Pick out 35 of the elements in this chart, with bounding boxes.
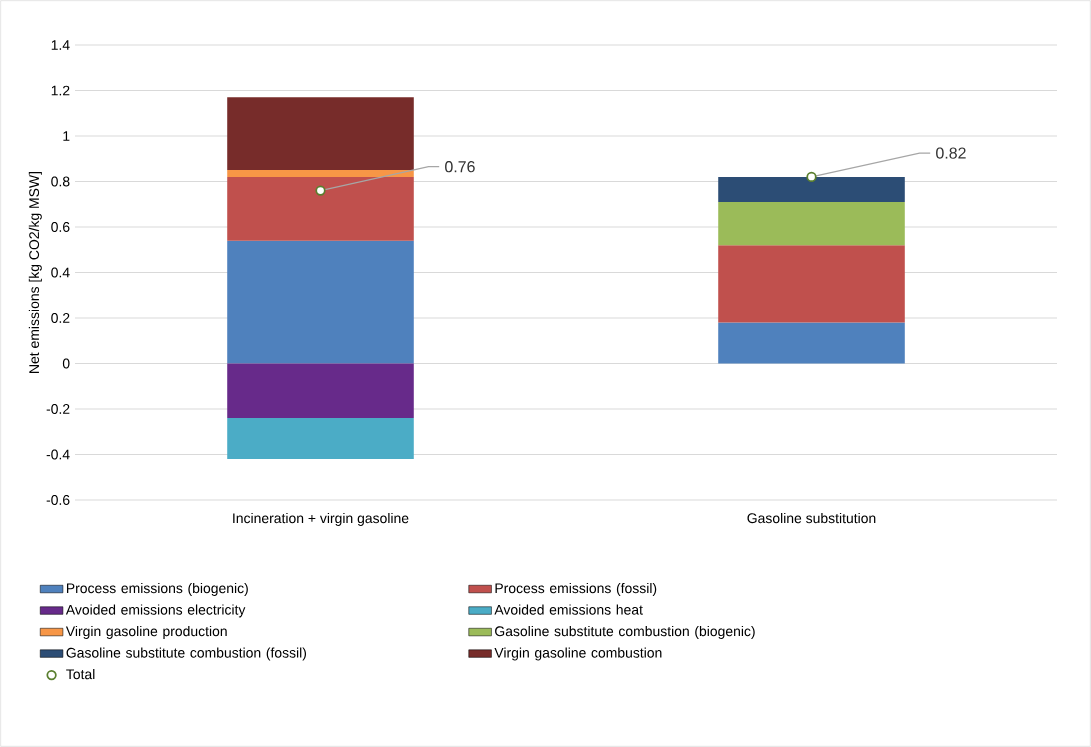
y-tick-label: 0.4: [51, 267, 70, 278]
y-tick-label: 0.2: [51, 313, 70, 323]
legend-label: Process emissions (biogenic): [66, 582, 248, 596]
legend-label: Total: [66, 668, 95, 680]
y-tick-label: 1.2: [51, 85, 70, 96]
y-tick-label: 1.4: [51, 40, 70, 50]
bar: [227, 363, 414, 419]
legend-label: Gasoline substitute combustion (biogenic): [495, 625, 755, 639]
bar: [718, 322, 905, 364]
legend-label: Virgin gasoline combustion: [494, 647, 662, 661]
y-tick-label: 0: [62, 358, 70, 369]
legend-label: Gasoline substitute combustion (fossil): [66, 647, 307, 661]
legend-label: Avoided emissions electricity: [65, 604, 246, 618]
y-axis-title: Net emissions [kg CO2/kg MSW]: [28, 171, 42, 373]
y-tick-label: -0.2: [46, 404, 70, 414]
y-tick-label: 0.8: [51, 176, 70, 187]
bar: [227, 170, 414, 177]
data-label: 0.82: [936, 147, 966, 159]
y-tick-label: 1: [63, 131, 70, 141]
data-label: 0.76: [445, 161, 475, 173]
bar: [227, 240, 414, 364]
bar: [718, 176, 905, 202]
bar: [718, 245, 905, 323]
x-tick-label: Gasoline substitution: [747, 512, 876, 524]
bar: [718, 201, 905, 246]
y-tick-label: 0.6: [51, 222, 70, 232]
bar: [227, 176, 414, 241]
legend-label: Avoided emissions heat: [494, 604, 643, 615]
legend-label: Virgin gasoline production: [65, 625, 227, 639]
legend-label: Process emissions (fossil): [495, 582, 657, 596]
bar: [227, 418, 414, 460]
y-tick-label: -0.4: [46, 449, 70, 460]
y-tick-label: -0.6: [46, 495, 70, 505]
x-tick-label: Incineration + virgin gasoline: [233, 512, 409, 526]
bar: [227, 97, 414, 171]
